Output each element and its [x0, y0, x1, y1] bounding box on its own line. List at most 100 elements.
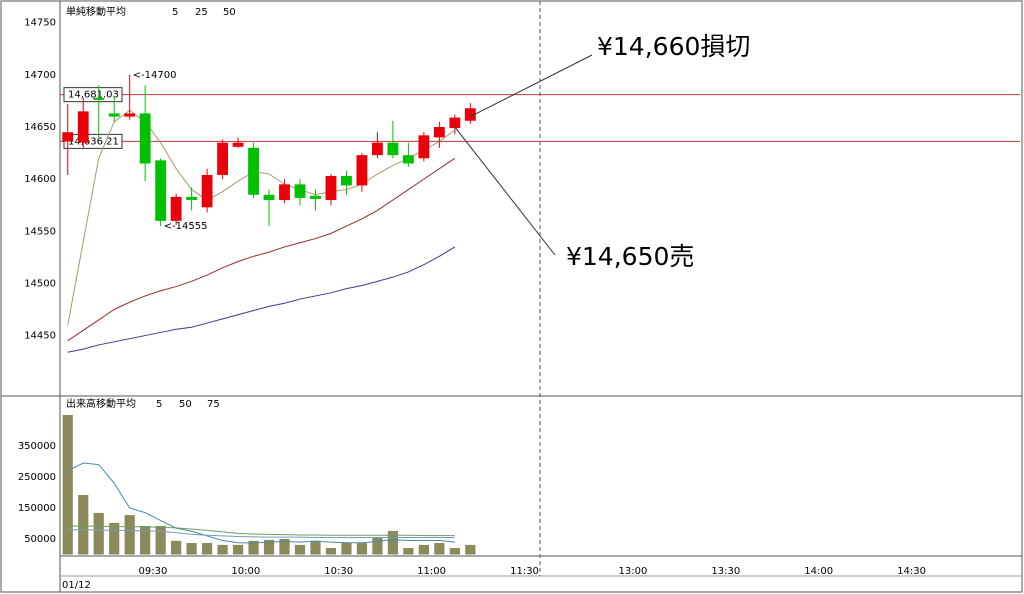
- x-tick-label: 09:30: [138, 566, 167, 577]
- volume-bar: [434, 543, 445, 555]
- y-tick-label: 350000: [18, 441, 56, 452]
- x-tick-label: 13:30: [711, 566, 740, 577]
- legend-entry: 25: [195, 7, 208, 18]
- volume-bar: [403, 547, 414, 555]
- candle-body: [294, 184, 306, 198]
- callout: ¥14,660損切: [597, 32, 750, 61]
- volume-bar: [356, 543, 368, 555]
- y-tick-label: 14500: [24, 278, 56, 289]
- callout-leader: [454, 126, 556, 256]
- y-tick-label: 14600: [24, 174, 56, 185]
- x-tick-label: 14:00: [804, 566, 833, 577]
- candle-body: [201, 174, 213, 208]
- candle-body: [170, 196, 182, 221]
- volume-bar: [310, 540, 321, 555]
- candle-body: [186, 196, 198, 200]
- candle-body: [464, 108, 476, 121]
- volume-bar: [201, 543, 213, 555]
- volume-bar: [155, 525, 166, 555]
- legend-entry: 5: [172, 7, 178, 18]
- y-tick-label: 14450: [24, 331, 56, 342]
- candle-body: [279, 184, 290, 200]
- legend-title: 単純移動平均: [66, 5, 126, 18]
- volume-bar: [341, 543, 352, 555]
- candle-body: [372, 142, 383, 156]
- candle-body: [310, 195, 321, 199]
- x-tick-label: 10:30: [324, 566, 353, 577]
- legend-entry: 50: [179, 399, 192, 410]
- volume-bar: [124, 515, 135, 555]
- volume-bar: [263, 539, 275, 555]
- y-tick-label: 250000: [18, 472, 56, 483]
- moving-average-line: [67, 109, 456, 326]
- moving-average-line: [67, 246, 456, 353]
- candle-body: [62, 132, 74, 142]
- x-tick-label: 10:00: [231, 566, 260, 577]
- candle-body: [124, 113, 136, 117]
- price-label: 14,636.21: [68, 136, 119, 147]
- candle-body: [139, 113, 151, 164]
- moving-average-line: [67, 462, 455, 544]
- candle-body: [433, 127, 445, 138]
- volume-bar: [465, 544, 476, 555]
- y-tick-label: 50000: [24, 534, 56, 545]
- candle-body: [325, 176, 337, 200]
- candle-body: [341, 176, 352, 186]
- candle-body: [93, 97, 105, 100]
- volume-bar: [232, 544, 244, 555]
- moving-average-line: [67, 525, 455, 537]
- price-label: 14,681.03: [68, 90, 119, 101]
- price-label-box: [63, 87, 123, 103]
- x-tick-label: 13:00: [618, 566, 647, 577]
- x-tick-label: 11:30: [510, 566, 539, 577]
- candle-body: [356, 155, 368, 186]
- candle-body: [155, 160, 167, 221]
- y-tick-label: 14550: [24, 226, 56, 237]
- volume-bar: [449, 547, 460, 555]
- candle-body: [77, 111, 89, 143]
- volume-bar: [325, 547, 337, 555]
- callout-leader: [470, 54, 593, 118]
- volume-bar: [372, 537, 383, 555]
- legend-entry: 75: [207, 399, 220, 410]
- volume-bar: [294, 544, 306, 555]
- candle-body: [387, 142, 399, 156]
- candle-body: [418, 135, 430, 159]
- annotation: <-14555: [164, 221, 208, 232]
- volume-bar: [62, 414, 73, 555]
- x-tick-label: 11:00: [417, 566, 446, 577]
- volume-bar: [109, 522, 120, 555]
- y-tick-label: 14650: [24, 122, 56, 133]
- legend-entry: 50: [223, 7, 236, 18]
- volume-bar: [248, 540, 259, 555]
- date-label: 01/12: [62, 580, 91, 591]
- legend-title: 出来高移動平均: [66, 397, 136, 410]
- candle-body: [217, 142, 228, 175]
- y-tick-label: 14700: [24, 70, 56, 81]
- volume-bar: [140, 525, 151, 555]
- volume-bar: [186, 543, 197, 555]
- annotation: <-14700: [133, 70, 177, 81]
- volume-bar: [93, 512, 104, 555]
- candle-body: [248, 147, 259, 195]
- candle-body: [402, 155, 414, 164]
- volume-bar: [217, 544, 228, 555]
- candle-body: [108, 113, 120, 117]
- candle-body: [232, 142, 244, 147]
- x-tick-label: 14:30: [897, 566, 926, 577]
- candle-body: [449, 117, 461, 129]
- volume-bar: [418, 544, 429, 555]
- candle-body: [263, 194, 275, 200]
- y-tick-label: 150000: [18, 503, 56, 514]
- y-tick-label: 14750: [24, 18, 56, 29]
- moving-average-line: [67, 157, 456, 342]
- callout: ¥14,650売: [566, 242, 694, 271]
- volume-bar: [78, 494, 89, 555]
- volume-bar: [387, 530, 399, 555]
- volume-bar: [171, 540, 182, 555]
- volume-bar: [279, 538, 290, 555]
- legend-entry: 5: [156, 399, 162, 410]
- moving-average-line: [67, 529, 455, 538]
